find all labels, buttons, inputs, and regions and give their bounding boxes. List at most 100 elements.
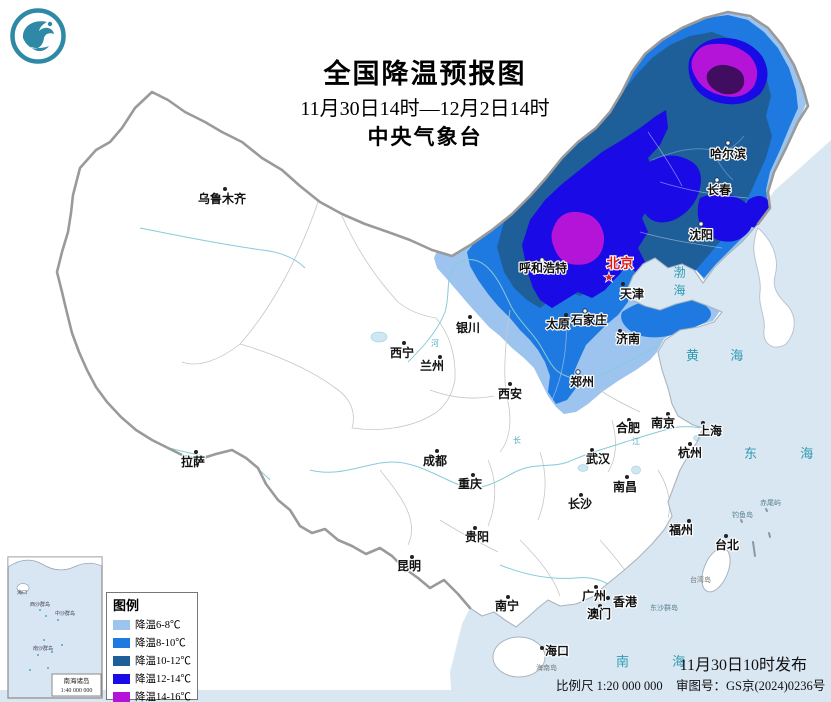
city-dot: [698, 221, 704, 227]
city-label: 银川: [456, 320, 480, 335]
city-label: 呼和浩特: [519, 260, 567, 275]
city-label: 上海: [698, 423, 722, 438]
city-dot: [402, 341, 406, 345]
city-dot: [506, 595, 510, 599]
city-label: 西安: [498, 386, 522, 401]
city-label: 南昌: [613, 479, 637, 494]
inset-label: 中沙群岛: [55, 610, 75, 617]
city-dot: [508, 382, 512, 386]
city-dot: [468, 315, 472, 319]
poyang-lake: [631, 465, 641, 475]
city-label: 乌鲁木齐: [198, 191, 247, 206]
city-dot: [687, 519, 691, 523]
inset-scale: 1:40 000 000: [61, 688, 93, 694]
legend-swatch: [113, 619, 130, 630]
city-label: 沈阳: [689, 227, 713, 242]
legend-swatch: [113, 691, 130, 702]
city-dot: [539, 257, 545, 263]
city-label: 杭州: [678, 445, 702, 460]
inset-coastline: [7, 556, 103, 571]
city-dot: [471, 473, 475, 477]
legend-label: 降温8-10℃: [135, 638, 186, 649]
city-label: 南宁: [495, 598, 519, 613]
city-label: 长春: [707, 182, 732, 197]
inset-hainan: [16, 583, 30, 593]
legend-row: 降温10-12℃: [113, 653, 193, 668]
label-diaoyu: 钓鱼岛: [732, 510, 753, 519]
city-dot: [701, 421, 705, 425]
map-scale: 比例尺 1:20 000 000: [556, 679, 663, 693]
city-label: 昆明: [397, 559, 421, 573]
legend-row: 降温8-10℃: [113, 635, 193, 650]
region-cooling-16-18-core: [706, 64, 745, 95]
city-label: 石家庄: [570, 312, 607, 327]
city-label: 成都: [423, 453, 447, 468]
region-cooling-8-10-shandong: [621, 296, 711, 338]
city-dot: [223, 187, 227, 191]
region-cooling-14-16-im: [551, 211, 605, 265]
city-dot: [606, 596, 610, 600]
label-taiwan-island: 台湾岛: [690, 575, 711, 584]
sea-label-east-sea: 东 海: [744, 446, 831, 461]
sea-area: [450, 140, 831, 702]
city-label: 天津: [620, 286, 644, 301]
city-dot: [594, 585, 598, 589]
city-dot: [714, 177, 720, 183]
legend-label: 降温10-12℃: [135, 656, 191, 667]
legend-row: 降温6-8℃: [113, 617, 193, 632]
map-approval-number: 审图号：GS京(2024)0236号: [676, 679, 826, 693]
city-label: 长沙: [568, 496, 592, 511]
inset-label: 海口: [17, 589, 27, 596]
capital-star-icon: ★: [604, 272, 614, 284]
legend-swatch: [113, 637, 130, 648]
city-label: 哈尔滨: [710, 146, 746, 161]
city-dot: [725, 140, 731, 146]
city-dot: [564, 313, 568, 317]
city-label: 合肥: [616, 420, 640, 435]
city-markers: 乌鲁木齐 哈尔滨 长春 沈阳 天津 呼和浩特 银川 太原 石家庄 济南 西宁 兰…: [180, 140, 747, 659]
issue-time: 11月30日10时发布: [679, 657, 807, 674]
cooling-regions: [434, 12, 806, 414]
inset-title: 南海诸岛: [64, 676, 90, 685]
inset-label: 南沙群岛: [33, 645, 53, 652]
city-label: 太原: [546, 316, 570, 331]
city-dot: [438, 355, 442, 359]
city-dot: [627, 418, 631, 422]
city-dot: [666, 412, 670, 416]
city-dot: [540, 646, 544, 650]
city-label: 贵阳: [465, 529, 489, 544]
city-label: 重庆: [458, 476, 482, 491]
qinghai-lake: [370, 331, 388, 343]
label-yellow-river-char: 河: [431, 338, 439, 348]
label-yangtze-char1: 长: [513, 435, 521, 445]
city-dot: [435, 449, 439, 453]
hainan-island: [492, 636, 546, 678]
city-dot: [724, 534, 728, 538]
city-label: 武汉: [586, 451, 611, 466]
sea-label-bohai: 渤海: [672, 266, 686, 302]
legend-label: 降温14-16℃: [135, 692, 191, 702]
region-cooling-12-14-ne2: [697, 193, 754, 242]
city-label: 广州: [582, 588, 606, 603]
city-dot: [582, 308, 588, 314]
city-dot: [194, 450, 198, 454]
legend-swatch: [113, 673, 130, 684]
city-label: 济南: [616, 331, 640, 346]
city-label: 澳门: [587, 606, 611, 621]
city-label: 拉萨: [181, 454, 205, 469]
small-islands: [740, 508, 771, 557]
label-yangtze-char2: 江: [632, 437, 640, 446]
international-land-border: [55, 10, 810, 610]
city-label: 西宁: [390, 345, 414, 360]
city-dot: [579, 493, 583, 497]
city-label: 南京: [651, 415, 675, 430]
city-label: 香港: [612, 594, 638, 609]
legend-title: 图例: [113, 598, 140, 613]
city-dot: [410, 555, 414, 559]
label-dongsha: 东沙群岛: [650, 603, 678, 612]
city-label: 台北: [715, 537, 739, 552]
dongting-lake: [577, 464, 589, 472]
legend-swatch: [113, 655, 130, 666]
